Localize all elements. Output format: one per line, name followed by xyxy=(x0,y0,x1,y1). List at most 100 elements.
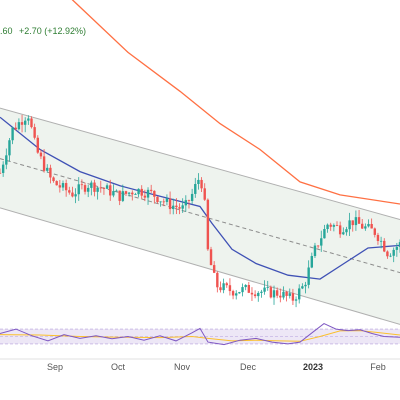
candle-body xyxy=(288,293,291,296)
regression-channel xyxy=(0,107,400,325)
candle xyxy=(235,290,238,300)
candle xyxy=(373,227,377,238)
candle-body xyxy=(162,201,165,203)
candle-body xyxy=(102,188,106,189)
candle-body xyxy=(298,288,301,300)
x-tick-label: Sep xyxy=(47,362,63,372)
candle xyxy=(263,280,266,295)
oscillator-panel xyxy=(0,323,400,346)
candle-body xyxy=(364,226,367,229)
candle xyxy=(61,180,65,191)
candle-body xyxy=(379,240,383,242)
candle-body xyxy=(225,283,228,286)
moving-average-short xyxy=(0,116,400,280)
candle xyxy=(326,223,329,233)
candle xyxy=(121,184,125,203)
candle-body xyxy=(187,200,191,201)
candle-body xyxy=(77,184,80,195)
candle xyxy=(398,239,400,253)
candle-body xyxy=(134,194,137,195)
candle-body xyxy=(301,286,304,289)
candle xyxy=(241,283,244,297)
candle-body xyxy=(90,182,93,188)
candle xyxy=(5,148,8,170)
candle xyxy=(175,198,178,215)
candle-body xyxy=(212,265,216,273)
candle-body xyxy=(361,223,364,229)
candle xyxy=(206,198,210,251)
candle-body xyxy=(11,127,14,141)
candle xyxy=(367,219,370,228)
candle xyxy=(231,289,235,300)
candle-body xyxy=(175,205,178,208)
candle xyxy=(112,184,115,198)
oscillator-line xyxy=(0,323,400,346)
candle xyxy=(30,116,33,129)
candle-body xyxy=(194,184,197,194)
price-fragment: .60 xyxy=(0,26,13,36)
candle xyxy=(266,280,269,291)
candle-body xyxy=(27,118,30,121)
candle xyxy=(285,290,288,302)
candle xyxy=(33,123,36,140)
candle-body xyxy=(121,191,125,201)
candle xyxy=(74,188,77,204)
candle xyxy=(68,186,71,195)
candle-body xyxy=(263,287,266,292)
candle xyxy=(159,201,162,207)
candle xyxy=(172,198,175,215)
candle-body xyxy=(184,200,188,206)
candle-body xyxy=(33,127,36,138)
candle xyxy=(197,173,200,190)
candle xyxy=(181,198,184,213)
candle xyxy=(165,194,169,206)
candle xyxy=(105,183,109,189)
candle xyxy=(0,168,2,174)
candle xyxy=(257,291,260,302)
candle-body xyxy=(219,287,222,291)
candle xyxy=(52,176,55,183)
x-tick-label: Nov xyxy=(174,362,191,372)
candle-body xyxy=(206,199,210,250)
candle xyxy=(279,288,282,303)
candle-body xyxy=(235,293,238,296)
candle xyxy=(338,221,342,238)
x-tick-label: Oct xyxy=(111,362,126,372)
candle-body xyxy=(332,225,336,227)
candle-body xyxy=(316,245,320,247)
candle xyxy=(203,183,206,201)
candle xyxy=(282,286,285,300)
candle-body xyxy=(241,287,244,293)
candle-body xyxy=(238,292,241,294)
channel-lower-line xyxy=(0,207,400,325)
candle xyxy=(310,252,314,269)
candle-body xyxy=(200,179,203,189)
candle xyxy=(23,117,27,133)
candle xyxy=(153,190,156,204)
candle-body xyxy=(0,172,2,174)
candle xyxy=(389,253,392,258)
candle-body xyxy=(376,234,380,241)
candle xyxy=(49,164,52,184)
candle-body xyxy=(5,155,8,165)
candle xyxy=(96,186,99,200)
candle-body xyxy=(1,164,5,173)
candle xyxy=(131,190,134,201)
candle-body xyxy=(124,191,128,194)
candle-body xyxy=(68,190,71,193)
candle xyxy=(86,184,90,198)
candle-body xyxy=(61,183,65,188)
channel-midline xyxy=(0,158,400,274)
candle-body xyxy=(266,287,269,288)
candle xyxy=(178,203,181,215)
candle xyxy=(351,220,354,232)
candle-body xyxy=(244,284,247,288)
x-tick-label: 2023 xyxy=(303,362,323,372)
candle xyxy=(36,135,39,154)
candle xyxy=(383,238,386,253)
candle xyxy=(77,177,80,201)
candle xyxy=(298,284,301,304)
candle xyxy=(99,180,102,193)
candle-body xyxy=(260,291,263,293)
